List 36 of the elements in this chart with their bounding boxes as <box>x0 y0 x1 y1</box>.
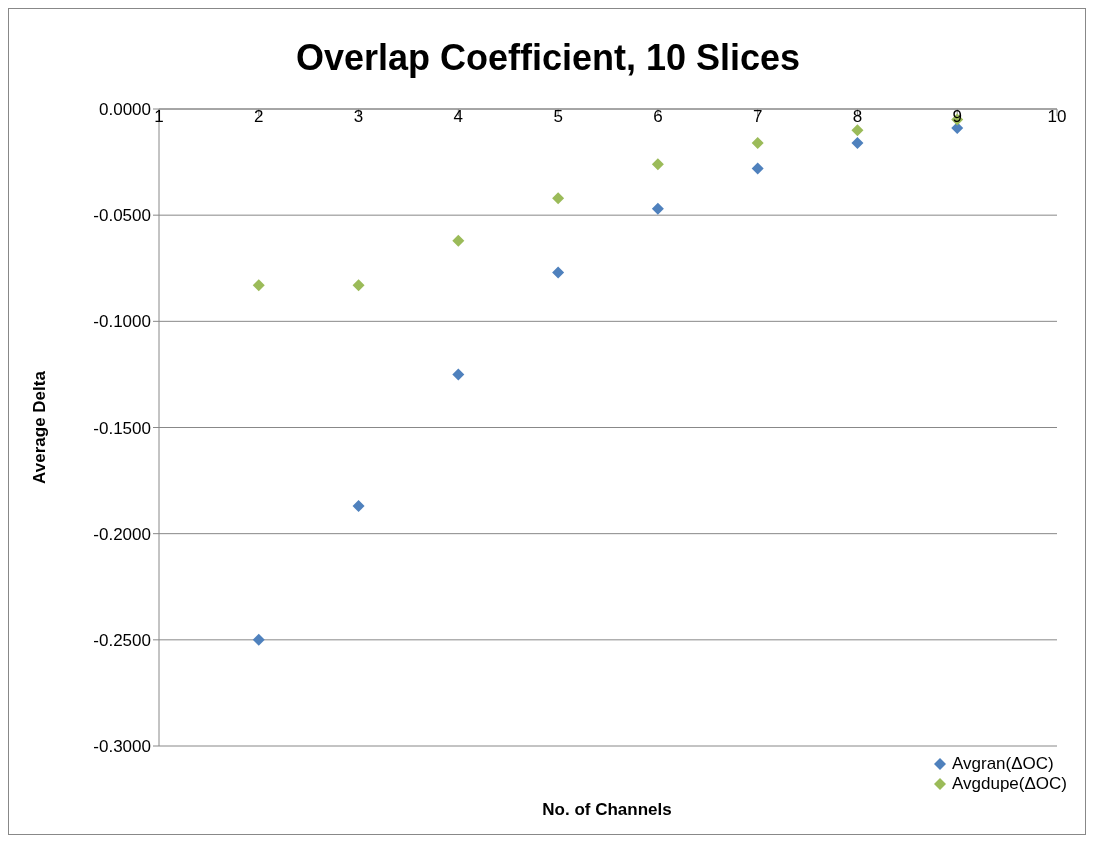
legend-label: Avgdupe(ΔOC) <box>952 774 1067 794</box>
legend-label: Avgran(ΔOC) <box>952 754 1054 774</box>
point <box>751 136 764 149</box>
point <box>651 202 664 215</box>
y-tick-label: -0.0500 <box>93 206 151 226</box>
y-tick-label: -0.1000 <box>93 312 151 332</box>
y-axis-title: Average Delta <box>30 370 50 484</box>
x-tick-label: 3 <box>353 107 364 126</box>
point <box>751 162 764 175</box>
point <box>452 368 465 381</box>
x-tick-label: 8 <box>852 107 863 126</box>
point <box>252 279 265 292</box>
point <box>552 266 565 279</box>
x-tick-label: 1 <box>154 107 164 126</box>
point <box>252 633 265 646</box>
x-tick-label: 2 <box>254 107 264 126</box>
y-tick-label: -0.3000 <box>93 737 151 757</box>
x-tick-label: 4 <box>453 107 464 126</box>
y-tick-label: -0.2500 <box>93 630 151 650</box>
y-tick-label: -0.1500 <box>93 418 151 438</box>
y-tick-label: -0.2000 <box>93 524 151 544</box>
chart-title: Overlap Coefficient, 10 Slices <box>294 37 802 79</box>
point <box>352 279 365 292</box>
y-tick-label: 0.0000 <box>99 100 151 120</box>
x-tick-label: 7 <box>752 107 763 126</box>
point <box>851 136 864 149</box>
point <box>851 124 864 137</box>
point <box>452 234 465 247</box>
x-tick-label: 10 <box>1047 107 1067 126</box>
point <box>651 158 664 171</box>
x-tick-label: 6 <box>653 107 663 126</box>
point <box>352 500 365 513</box>
x-axis-title: No. of Channels <box>541 800 673 820</box>
point <box>552 192 565 205</box>
x-tick-label: 5 <box>553 107 563 126</box>
point <box>951 122 964 135</box>
